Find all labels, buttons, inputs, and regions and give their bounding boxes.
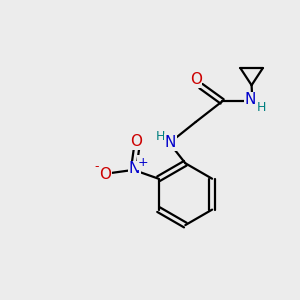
Text: -: - <box>95 160 99 173</box>
Text: H: H <box>156 130 166 143</box>
Text: +: + <box>138 156 148 169</box>
Text: O: O <box>99 167 111 182</box>
Text: O: O <box>130 134 142 149</box>
Text: O: O <box>190 72 202 87</box>
Text: H: H <box>256 101 266 114</box>
Text: N: N <box>244 92 256 107</box>
Text: N: N <box>129 161 140 176</box>
Text: N: N <box>165 135 176 150</box>
